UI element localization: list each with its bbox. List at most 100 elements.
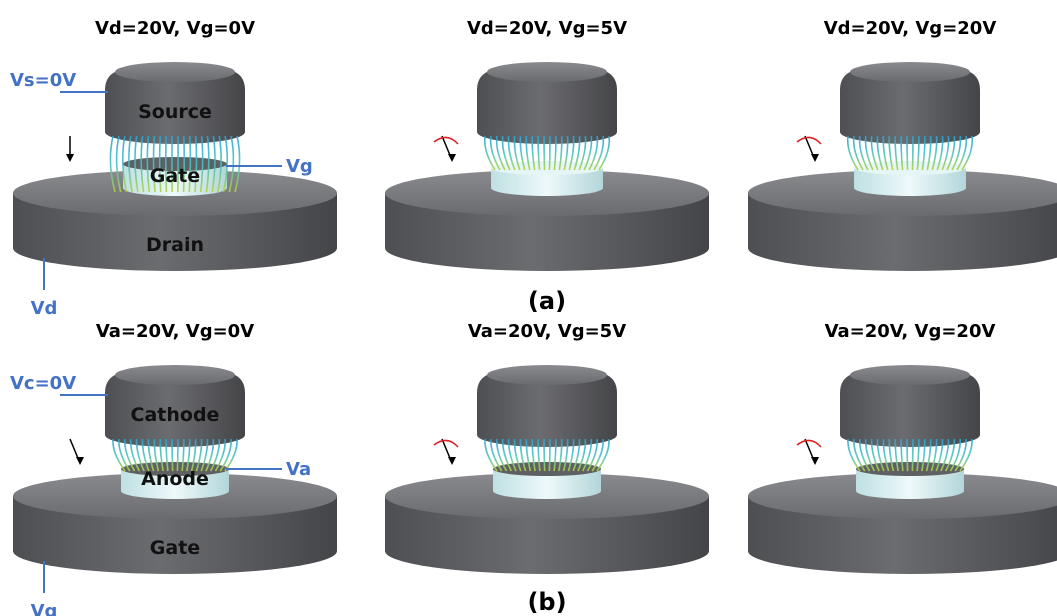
middle-pillar [491,168,603,196]
field-line [882,135,889,171]
field-line [858,438,871,472]
field-line [553,135,557,171]
field-line [217,135,222,193]
bottom-electrode-label: Drain [146,234,204,256]
field-line [931,135,938,171]
direction-arrow-head [76,457,84,465]
field-line [583,135,593,171]
field-line [870,438,880,472]
field-line [941,135,950,171]
field-line [916,135,920,171]
field-line [588,135,599,171]
middle-pillar-top [121,462,229,476]
field-line [936,135,944,171]
field-line [598,135,611,171]
field-line [921,438,926,472]
field-line [199,135,204,193]
field-line [219,438,232,472]
field-line [129,438,140,472]
field-line [591,438,604,472]
field-line [853,438,866,472]
field-line [176,438,179,472]
field-line [165,438,169,472]
field-line [519,135,526,171]
field-line [543,438,546,472]
field-line [181,438,185,472]
field-line [171,438,174,472]
field-line [200,438,209,472]
field-line [870,135,879,171]
field-line [186,438,191,472]
device-panel-2: Va=20V, Vg=5V [385,321,709,574]
field-line [916,438,920,472]
middle-pillar [854,168,966,196]
field-lines [109,135,241,193]
field-line [147,438,155,472]
field-line [911,438,914,472]
rotation-arrow [433,439,459,448]
field-line [568,135,575,171]
top-cap-top [850,365,970,385]
top-electrode-label: Source [138,101,212,123]
field-line [489,135,501,171]
device-panel-1: Vd=20V, Vg=0V Source Gate Drain [13,18,337,271]
field-line [956,135,968,171]
field-line [894,135,899,171]
middle-pillar-top [491,161,603,175]
top-cap-side [477,375,617,447]
middle-pillar [856,469,964,499]
field-lines [112,438,238,472]
field-line [945,438,956,472]
field-lines [846,135,974,171]
field-line [214,438,227,472]
field-line [562,438,569,472]
top-cap-top [487,365,607,385]
top-cap-top [115,365,235,385]
field-line [864,135,874,171]
field-line [553,438,557,472]
field-line [596,438,610,472]
field-line [134,135,139,193]
field-line [558,438,563,472]
panel-title: Vd=20V, Vg=5V [467,18,627,39]
direction-arrow-head [811,154,819,162]
top-cap-top [850,62,970,82]
bottom-electrode-label: Gate [150,537,200,559]
field-line [586,438,599,472]
field-line [577,438,587,472]
field-line [548,438,551,472]
top-cap-top [115,62,235,82]
terminal-label-middle: Va [286,459,311,480]
field-line [858,135,869,171]
device-panel-3: Vd=20V, Vg=20V [748,18,1057,271]
top-cap-side [105,72,245,144]
terminal-label-bottom: Vg [31,601,58,616]
field-line [195,438,203,472]
middle-pillar-top [856,462,964,476]
field-line [490,438,503,472]
middle-pillar [121,469,229,499]
field-line [211,135,216,193]
field-line [190,438,197,472]
top-cap-side [840,375,980,447]
field-line [513,135,521,171]
field-line [882,438,890,472]
field-line [158,135,162,193]
row-a-tag: (a) [528,287,566,315]
field-line [946,135,956,171]
field-line [501,135,511,171]
field-line [109,135,116,193]
field-line [949,438,962,472]
field-line [501,438,512,472]
field-line [531,438,536,472]
field-line [228,135,235,193]
field-line [537,438,541,472]
field-line [507,135,516,171]
middle-electrode-label: Anode [141,468,209,490]
field-line [900,438,904,472]
field-line [954,438,967,472]
field-line [930,438,938,472]
direction-arrow-head [66,154,74,162]
